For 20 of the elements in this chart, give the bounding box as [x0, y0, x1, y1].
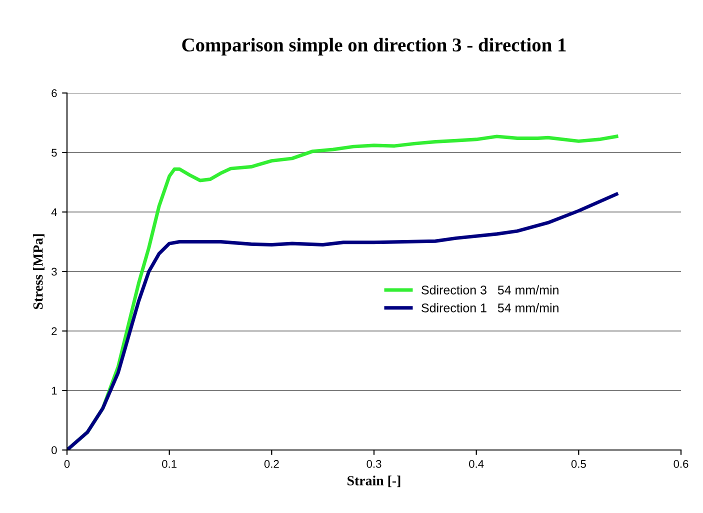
chart-title: Comparison simple on direction 3 - direction 1: [182, 38, 566, 56]
x-tick-label: 0.6: [674, 460, 688, 468]
x-tick-label: 0.3: [366, 460, 382, 468]
y-tick-label: 6: [52, 89, 57, 98]
x-tick-label: 0: [64, 460, 70, 468]
y-tick-label: 2: [52, 327, 57, 336]
x-tick-label: 0.1: [162, 460, 177, 468]
y-tick-label: 5: [52, 148, 57, 157]
x-tick-label: 0.4: [469, 460, 484, 468]
y-tick-label: 1: [52, 386, 57, 395]
x-tick-label: 0.2: [264, 460, 279, 468]
line-series: [67, 192, 618, 450]
y-tick-label: 0: [52, 446, 57, 454]
x-tick-label: 0.5: [571, 460, 586, 468]
legend-label: Sdirection 1 54 mm/min: [422, 303, 558, 312]
y-tick-label: 4: [51, 208, 57, 216]
x-axis-title: Strain [-]: [348, 476, 400, 488]
y-axis-title: Stress [MPa]: [32, 234, 44, 310]
y-tick-label: 3: [52, 268, 57, 276]
legend-label: Sdirection 3 54 mm/min: [422, 285, 558, 294]
